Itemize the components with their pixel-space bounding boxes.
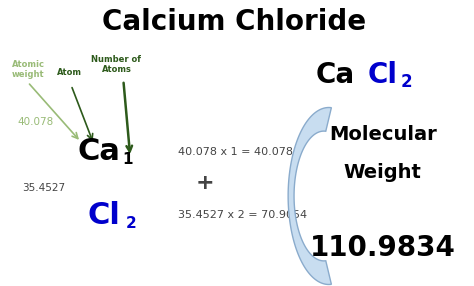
Text: +: + (196, 173, 215, 193)
Text: Cl: Cl (368, 61, 398, 89)
Text: 2: 2 (401, 73, 412, 91)
Text: Number of
Atoms: Number of Atoms (91, 55, 141, 74)
Text: Molecular: Molecular (329, 126, 437, 144)
Polygon shape (288, 108, 331, 285)
Text: 40.078 x 1 = 40.078: 40.078 x 1 = 40.078 (178, 147, 292, 157)
Text: 110.9834: 110.9834 (310, 234, 456, 262)
Text: 1: 1 (122, 152, 133, 168)
Text: 35.4527: 35.4527 (22, 183, 65, 193)
Text: Atomic
weight: Atomic weight (12, 60, 45, 80)
Text: Calcium Chloride: Calcium Chloride (102, 8, 366, 36)
Text: Cl: Cl (87, 200, 120, 229)
Text: 40.078: 40.078 (18, 117, 54, 127)
Text: Weight: Weight (344, 162, 422, 182)
Text: Atom: Atom (57, 68, 82, 77)
Text: Ca: Ca (77, 138, 120, 166)
Text: 35.4527 x 2 = 70.9054: 35.4527 x 2 = 70.9054 (178, 210, 307, 220)
Text: Ca: Ca (316, 61, 355, 89)
Text: 2: 2 (125, 215, 136, 231)
